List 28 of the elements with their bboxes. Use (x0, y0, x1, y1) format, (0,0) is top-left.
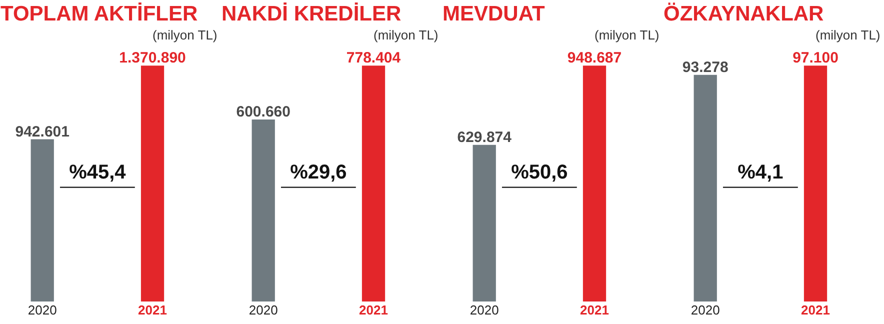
chart-title: ÖZKAYNAKLAR (664, 2, 824, 26)
x-tick-label: 2021 (801, 302, 830, 318)
x-tick-label: 2020 (470, 302, 499, 318)
chart-subtitle: (milyon TL) (373, 28, 438, 42)
chart-subtitle: (milyon TL) (815, 28, 880, 42)
annotation: %4,1 (738, 162, 784, 184)
data-label: 1.370.890 (119, 50, 186, 67)
annotation: %50,6 (511, 162, 568, 184)
x-tick-label: 2021 (580, 302, 609, 318)
data-label: 948.687 (567, 50, 622, 67)
data-label: 97.100 (792, 50, 838, 67)
data-label: 778.404 (346, 50, 402, 67)
x-tick-label: 2020 (690, 302, 720, 318)
x-tick-label: 2020 (28, 302, 57, 318)
annotation: %29,6 (290, 162, 347, 184)
x-tick-label: 2021 (359, 302, 388, 318)
data-label: 942.601 (15, 123, 70, 140)
chart-subtitle: (milyon TL) (152, 28, 218, 42)
chart-subtitle: (milyon TL) (594, 28, 660, 42)
chart-title: TOPLAM AKTİFLER (0, 2, 198, 26)
data-label: 93.278 (682, 58, 728, 76)
x-tick-label: 2021 (138, 302, 167, 318)
annotation: %45,4 (69, 162, 127, 184)
data-label: 629.874 (457, 128, 512, 146)
data-label: 600.660 (236, 103, 290, 120)
chart-title: NAKDİ KREDİLER (222, 2, 402, 26)
x-tick-label: 2020 (248, 302, 278, 318)
chart-title: MEVDUAT (442, 2, 545, 26)
